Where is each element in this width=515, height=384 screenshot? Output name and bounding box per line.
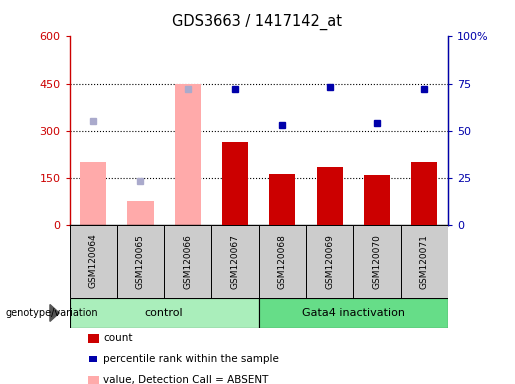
Bar (317, 167, 343, 225)
Bar (306, 225, 353, 298)
Text: GSM120067: GSM120067 (231, 234, 239, 288)
Bar (401, 225, 448, 298)
Bar (80, 162, 106, 225)
Text: value, Detection Call = ABSENT: value, Detection Call = ABSENT (103, 375, 268, 384)
Text: Gata4 inactivation: Gata4 inactivation (302, 308, 405, 318)
Text: count: count (103, 333, 132, 343)
Text: GSM120065: GSM120065 (136, 234, 145, 288)
Text: percentile rank within the sample: percentile rank within the sample (103, 354, 279, 364)
Bar (128, 201, 153, 225)
Text: GSM120064: GSM120064 (89, 234, 98, 288)
Bar (269, 174, 296, 225)
Bar (222, 142, 248, 225)
Text: GDS3663 / 1417142_at: GDS3663 / 1417142_at (173, 13, 342, 30)
Bar (353, 225, 401, 298)
Text: GSM120066: GSM120066 (183, 234, 192, 288)
Text: control: control (145, 308, 183, 318)
Bar (364, 175, 390, 225)
Bar (259, 298, 448, 328)
Text: GSM120070: GSM120070 (372, 234, 382, 288)
Bar (70, 225, 117, 298)
Bar (175, 84, 201, 225)
Bar (212, 225, 259, 298)
Text: GSM120068: GSM120068 (278, 234, 287, 288)
Text: GSM120071: GSM120071 (420, 234, 429, 288)
Bar (259, 225, 306, 298)
Bar (164, 225, 212, 298)
Bar (117, 225, 164, 298)
Bar (411, 162, 437, 225)
Text: genotype/variation: genotype/variation (5, 308, 98, 318)
Bar (70, 298, 259, 328)
Text: GSM120069: GSM120069 (325, 234, 334, 288)
